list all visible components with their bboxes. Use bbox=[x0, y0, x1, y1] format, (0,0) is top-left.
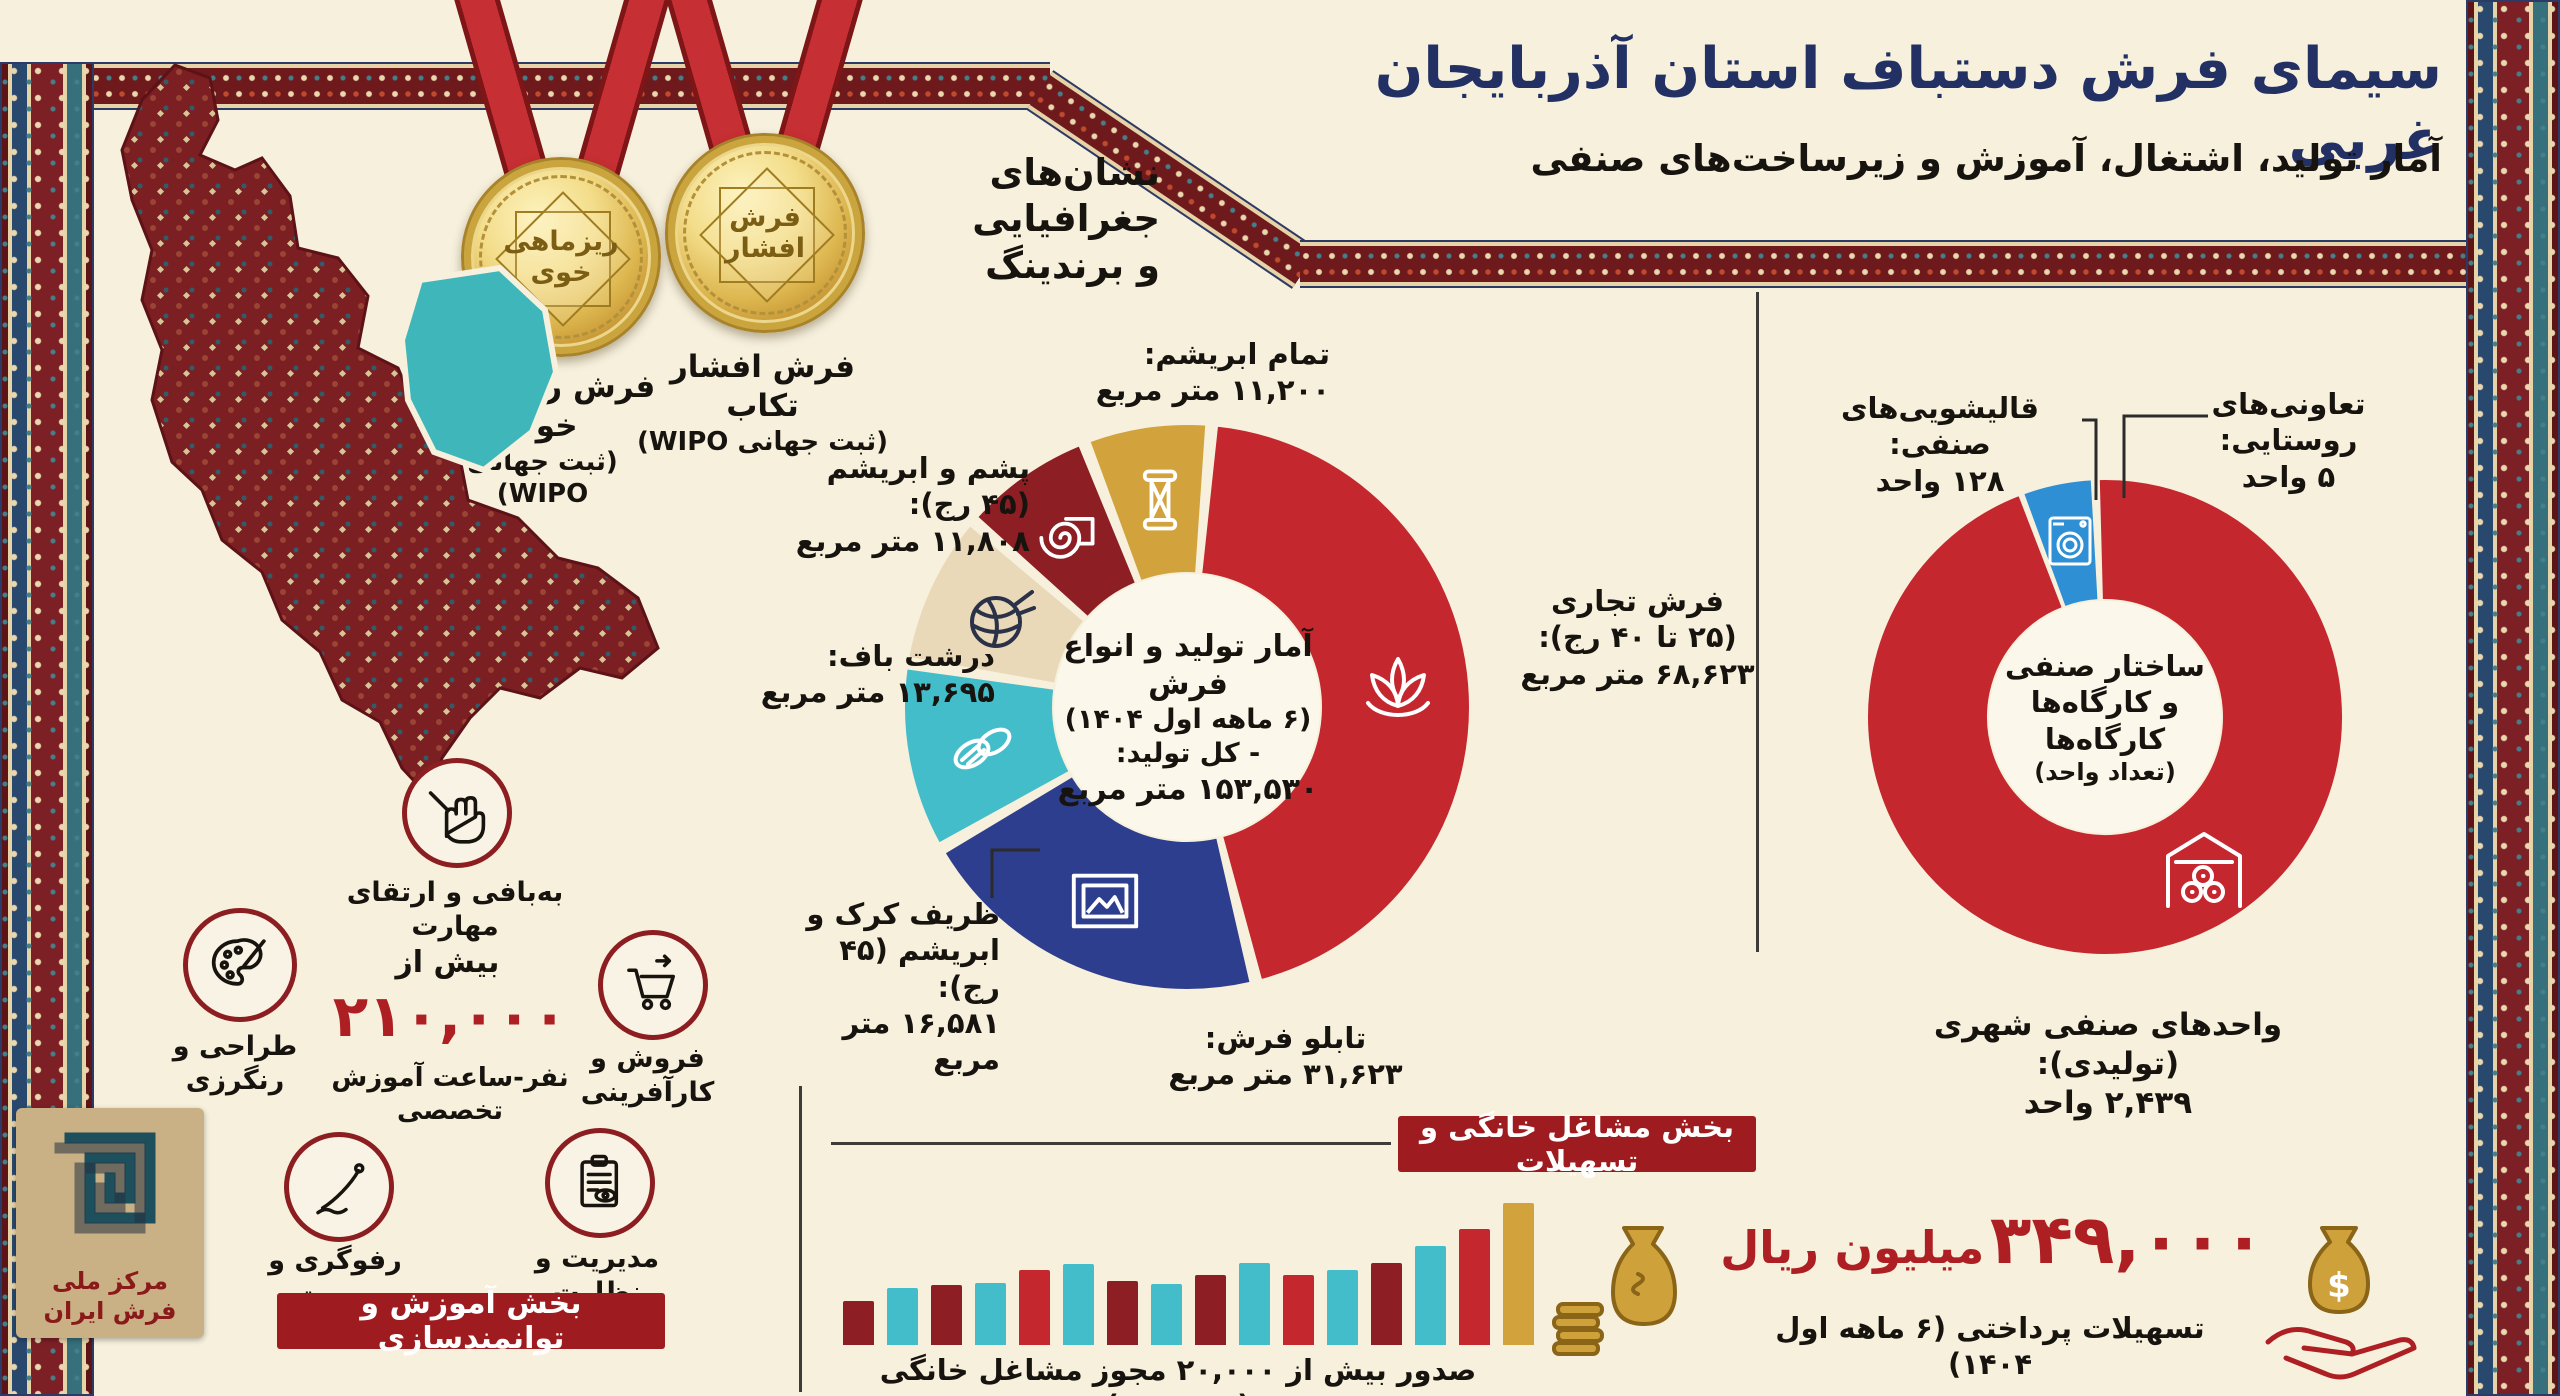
training-item-design bbox=[183, 908, 297, 1022]
workshops-donut-chart bbox=[1866, 478, 2344, 956]
medal-rizmahi: ریزماهی خوی bbox=[461, 157, 661, 357]
training-item-label: به‌بافی و ارتقای مهارت bbox=[346, 877, 564, 942]
cart-icon bbox=[627, 954, 675, 1011]
rolled-carpet-icon bbox=[1039, 517, 1095, 559]
needle-icon bbox=[316, 1163, 365, 1215]
permit-bar-11 bbox=[1327, 1270, 1358, 1345]
province-map bbox=[120, 63, 660, 801]
cocoon-icon bbox=[953, 727, 1012, 770]
training-stat-value: ۲۱۰,۰۰۰ bbox=[332, 982, 568, 1050]
donut-slice-3 bbox=[907, 523, 1086, 685]
medal-inscription: ریزماهی خوی bbox=[503, 225, 619, 288]
label-coarse-weave: درشت باف: ۱۳,۶۹۵ متر مربع bbox=[760, 639, 995, 710]
medal-caption-afshar: فرش افشار تکاب (ثبت جهانی WIPO) bbox=[636, 349, 889, 457]
permit-bar-10 bbox=[1283, 1275, 1314, 1345]
label-connector-line bbox=[2082, 414, 2208, 500]
label-tableau-carpet: تابلو فرش: ۳۱,۶۲۳ متر مربع bbox=[1168, 1021, 1403, 1092]
production-center-text: آمار تولید و انواع فرش (۶ ماهه اول ۱۴۰۴)… bbox=[1057, 629, 1319, 807]
medal-inscription: فرش افشار bbox=[724, 201, 806, 264]
training-item-label: طراحی و رنگرزی bbox=[172, 1031, 298, 1096]
permit-bar-13 bbox=[1415, 1246, 1446, 1345]
page-title: سیمای فرش دستباف استان آذربایجان غربی bbox=[1374, 36, 2442, 174]
laurel-ring-icon bbox=[683, 151, 847, 315]
label-rural-cooperatives: تعاونی‌های روستایی: ۵ واحد bbox=[2211, 387, 2366, 494]
money-bag-coins-icon bbox=[1552, 1226, 1677, 1356]
permit-bar-12 bbox=[1371, 1263, 1402, 1345]
page-subtitle: آمار تولید، اشتغال، آموزش و زیرساخت‌های … bbox=[1530, 137, 2442, 180]
label-silk: تمام ابریشم: ۱۱,۲۰۰ متر مربع bbox=[1095, 337, 1330, 408]
horizontal-divider bbox=[831, 1142, 1391, 1145]
warehouse-icon bbox=[2166, 832, 2242, 908]
permits-bar-chart bbox=[843, 1203, 1548, 1345]
svg-text:$: $ bbox=[2327, 1266, 2351, 1306]
training-item-repair bbox=[284, 1132, 394, 1242]
permit-bar-1 bbox=[887, 1288, 918, 1345]
logo-knot-icon bbox=[54, 1132, 156, 1234]
medal-afshar: فرش افشار bbox=[665, 133, 865, 333]
hand-money-bag-icon: $ bbox=[2265, 1226, 2417, 1380]
label-commercial-carpet: فرش تجاری (۲۵ تا ۴۰ رج): ۶۸,۶۲۳ متر مربع bbox=[1520, 584, 1755, 691]
label-carpet-washers: قالیشویی‌های صنفی: ۱۲۸ واحد bbox=[1840, 391, 2040, 498]
donut-slice-0 bbox=[1200, 424, 1471, 982]
home-business-banner: بخش مشاغل خانگی و تسهیلات bbox=[1398, 1110, 1756, 1178]
lotus-icon bbox=[1366, 657, 1430, 717]
workshops-center-text: ساختار صنفی و کارگاه‌ها کارگاه‌ها (تعداد… bbox=[2005, 649, 2205, 786]
facility-caption: تسهیلات پرداختی (۶ ماهه اول ۱۴۰۴) bbox=[1775, 1311, 2205, 1382]
training-item-management bbox=[545, 1128, 655, 1238]
donut-hole bbox=[1054, 574, 1320, 840]
permit-bar-7 bbox=[1151, 1284, 1182, 1345]
logo-caption: مرکز ملی فرش ایران bbox=[43, 1267, 177, 1325]
branding-heading: نشان‌های جغرافیایی و برندینگ bbox=[972, 151, 1160, 287]
permit-bar-15 bbox=[1503, 1203, 1534, 1345]
label-wool-silk: پشم و ابریشم (۴۵ رج): ۱۱,۸۰۸ متر مربع bbox=[795, 451, 1030, 558]
top-right-carpet-band bbox=[1300, 242, 2466, 286]
permit-bar-5 bbox=[1063, 1264, 1094, 1345]
permit-bar-9 bbox=[1239, 1263, 1270, 1345]
national-carpet-center-logo: مرکز ملی فرش ایران bbox=[16, 1108, 204, 1338]
permit-bar-8 bbox=[1195, 1275, 1226, 1345]
donut-slice-4 bbox=[975, 443, 1138, 619]
donut-slice-5 bbox=[1088, 423, 1208, 583]
lake-urmia bbox=[398, 264, 560, 474]
map-shape bbox=[120, 63, 660, 801]
donut-slice-1 bbox=[2021, 478, 2100, 609]
vertical-divider bbox=[1756, 292, 1759, 952]
facility-amount: ۳۴۹,۰۰۰ میلیون ریال bbox=[1720, 1201, 2265, 1280]
training-stat-suffix: نفر-ساعت آموزش تخصصی bbox=[331, 1063, 569, 1126]
palette-icon bbox=[211, 938, 266, 986]
donut-hole bbox=[1989, 601, 2221, 833]
production-donut-chart bbox=[903, 423, 1471, 991]
top-left-carpet-band bbox=[90, 64, 1050, 108]
weaving-hand-icon bbox=[428, 791, 486, 844]
permit-bar-6 bbox=[1107, 1281, 1138, 1345]
training-item-label: فروش و کارآفرینی bbox=[580, 1043, 715, 1108]
thread-spool-icon bbox=[1142, 469, 1178, 531]
picture-frame-icon bbox=[1071, 873, 1139, 929]
permit-bar-0 bbox=[843, 1301, 874, 1345]
clipboard-icon bbox=[580, 1154, 619, 1208]
label-connector-line bbox=[990, 848, 1040, 898]
donut-slice-0 bbox=[1866, 478, 2344, 956]
donut-slice-1 bbox=[943, 774, 1252, 991]
training-section-banner: بخش آموزش و توانمندسازی bbox=[277, 1286, 665, 1356]
laurel-ring-icon bbox=[479, 175, 643, 339]
yarn-ball-icon bbox=[970, 590, 1036, 648]
training-stat-prefix: بیش از bbox=[395, 945, 500, 980]
vertical-divider bbox=[799, 1086, 802, 1392]
training-item-weaving bbox=[402, 758, 512, 868]
right-carpet-border bbox=[2466, 0, 2560, 1396]
training-item-sales bbox=[598, 930, 708, 1040]
label-urban-units: واحدهای صنفی شهری (تولیدی): ۲,۴۳۹ واحد bbox=[1933, 1007, 2283, 1121]
washing-machine-icon bbox=[2048, 516, 2092, 566]
permit-bar-2 bbox=[931, 1285, 962, 1345]
permit-bar-3 bbox=[975, 1283, 1006, 1345]
permit-bar-14 bbox=[1459, 1229, 1490, 1345]
permit-bar-4 bbox=[1019, 1270, 1050, 1345]
label-fine-kork-silk: ظریف کرک و ابریشم (۴۵ رج): ۱۶,۵۸۱ متر مر… bbox=[806, 897, 1000, 1076]
permits-caption: صدور بیش از ۲۰,۰۰۰ مجوز مشاغل خانگی (۸۹-… bbox=[879, 1353, 1477, 1396]
